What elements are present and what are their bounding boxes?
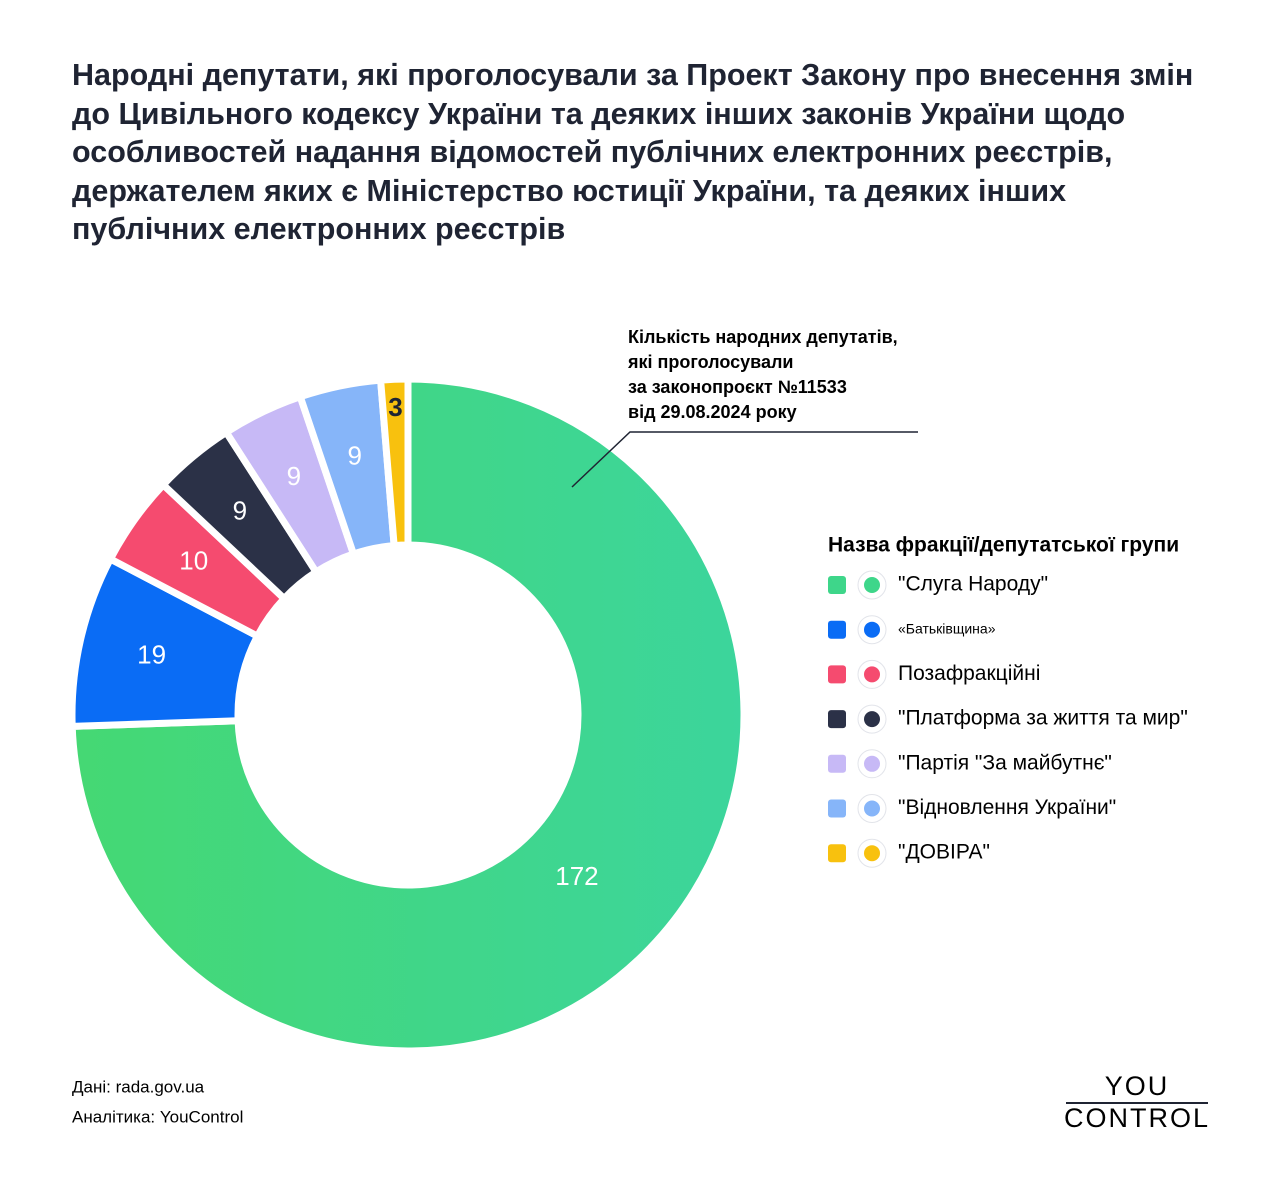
- logo-bottom: CONTROL: [1064, 1103, 1210, 1133]
- legend-swatch: [828, 754, 846, 773]
- legend-swatch: [828, 665, 846, 684]
- legend-icon-dot: [864, 800, 880, 817]
- legend-icon-dot: [864, 845, 880, 862]
- legend-swatch: [828, 620, 846, 639]
- annotation-line: Кількість народних депутатів,: [628, 327, 898, 347]
- donut-segment: [377, 375, 412, 550]
- legend-swatch: [828, 710, 846, 729]
- legend-icon-dot: [864, 755, 880, 772]
- leader-line: [571, 431, 918, 488]
- legend-label: «Батьківщина»: [898, 620, 996, 636]
- legend-icon-dot: [864, 621, 880, 638]
- legend-title: Назва фракції/депутатської групи: [828, 534, 1179, 557]
- chart-title: Народні депутати, які проголосували за П…: [72, 58, 1194, 246]
- legend-label: "Відновлення України": [898, 796, 1116, 819]
- data-label: 9: [233, 496, 247, 526]
- source: Дані: rada.gov.ua: [72, 1077, 205, 1096]
- data-label: 19: [137, 639, 166, 669]
- annotation-line: за законопроєкт №11533: [628, 377, 847, 397]
- donut-segment: [68, 375, 748, 1055]
- legend-label: Позафракційні: [898, 662, 1040, 685]
- data-label: 172: [555, 861, 598, 891]
- annotation-line: від 29.08.2024 року: [628, 402, 797, 422]
- legend-label: "Партія "За майбутнє": [898, 751, 1112, 774]
- legend-swatch: [828, 799, 846, 818]
- legend-swatch: [828, 844, 846, 863]
- logo-top: YOU: [1105, 1071, 1170, 1101]
- legend-label: "Платформа за життя та мир": [898, 707, 1188, 730]
- data-label: 3: [388, 392, 402, 422]
- legend-icon-dot: [864, 711, 880, 728]
- legend-icon-dot: [864, 577, 880, 593]
- data-label: 9: [347, 440, 361, 470]
- annotation-line: які проголосували: [627, 352, 794, 372]
- legend-label: "Слуга Народу": [898, 573, 1048, 596]
- legend-label: "ДОВІРА": [898, 841, 990, 864]
- data-label: 9: [287, 461, 301, 491]
- legend-icon-dot: [864, 666, 880, 683]
- legend-swatch: [828, 576, 846, 594]
- analytics: Аналітика: YouControl: [72, 1107, 243, 1126]
- legend: "Слуга Народу" «Батьківщина» Позафракційні…: [828, 570, 1188, 868]
- annotation: Кількість народних депутатів, які прогол…: [571, 327, 918, 488]
- data-label: 10: [179, 545, 208, 575]
